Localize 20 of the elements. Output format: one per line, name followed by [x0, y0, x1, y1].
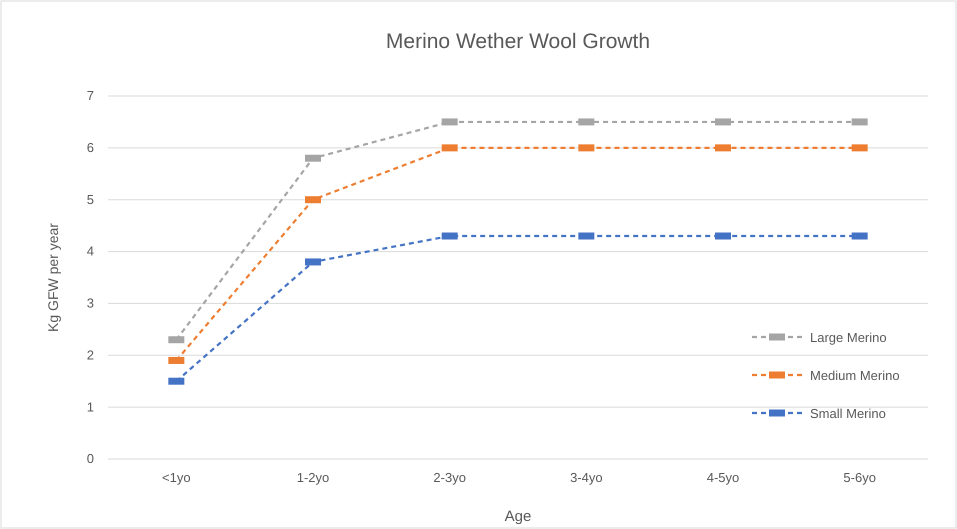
y-tick-label: 3 — [86, 296, 94, 311]
legend-label: Small Merino — [810, 406, 886, 421]
y-tick-label: 0 — [86, 451, 94, 466]
x-tick-label: 4-5yo — [706, 470, 740, 486]
y-axis-title: Kg GFW per year — [45, 222, 61, 332]
x-tick-label: <1yo — [162, 470, 191, 486]
y-tick-label: 7 — [86, 88, 94, 104]
legend-label: Large Merino — [810, 330, 887, 345]
x-axis-title: Age — [504, 508, 532, 525]
chart-title: Merino Wether Wool Growth — [386, 30, 650, 53]
x-tick-label: 1-2yo — [296, 470, 330, 486]
x-tick-label: 2-3yo — [433, 470, 466, 486]
y-tick-label: 6 — [86, 140, 94, 156]
y-tick-label: 5 — [86, 192, 94, 207]
x-tick-label: 5-6yo — [843, 470, 876, 486]
legend-label: Medium Merino — [810, 368, 900, 383]
y-tick-label: 1 — [86, 399, 94, 414]
y-tick-label: 4 — [86, 244, 94, 259]
y-tick-label: 2 — [86, 347, 94, 362]
x-tick-label: 3-4yo — [570, 470, 603, 486]
